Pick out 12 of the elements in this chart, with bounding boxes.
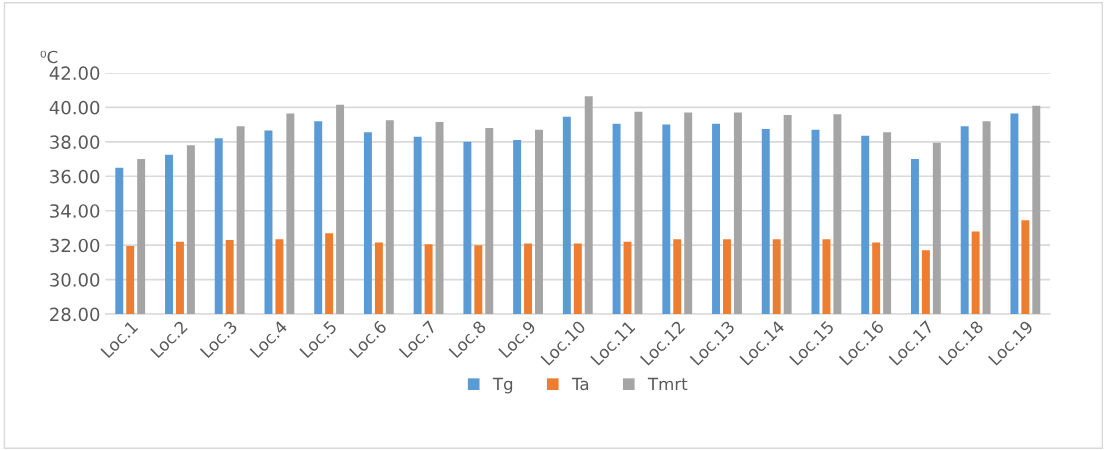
y-tick-label: 32.00 <box>50 238 100 253</box>
y-tick-label: 30.00 <box>50 273 100 287</box>
y-axis-title: ⁰C <box>40 50 58 64</box>
y-tick-label: 42.00 <box>49 66 100 81</box>
legend-label: Tmrt <box>647 377 688 390</box>
legend-label: Ta <box>571 377 589 391</box>
y-tick-label: 34.00 <box>50 204 100 218</box>
y-tick-label: 36.00 <box>50 169 100 184</box>
y-tick-label: 28.00 <box>50 307 100 322</box>
y-tick-label: 38.00 <box>50 135 100 149</box>
y-tick-label: 40.00 <box>49 100 100 115</box>
legend-label: Tg <box>492 377 513 394</box>
